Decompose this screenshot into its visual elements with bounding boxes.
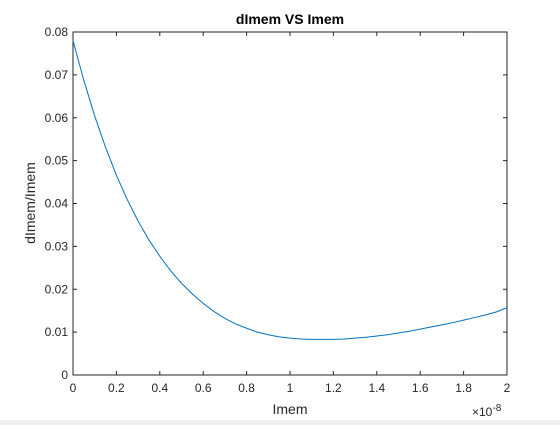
x-tick-label: 0 (70, 381, 77, 395)
x-tick-label: 0.6 (195, 381, 212, 395)
axes-frame (72, 31, 508, 376)
x-tick-label: 0.4 (151, 381, 168, 395)
y-tick-label: 0 (61, 368, 68, 382)
y-tick-label: 0.05 (45, 154, 69, 168)
y-tick-label: 0.01 (45, 325, 69, 339)
y-axis: 0 0.01 0.02 0.03 0.04 0.05 0.06 0.07 0.08 (45, 25, 507, 382)
y-tick-label: 0.03 (45, 239, 69, 253)
x-tick-label: 1 (287, 381, 294, 395)
x-tick-label: 0.2 (108, 381, 125, 395)
series-layer (72, 40, 508, 340)
chart-title: dImem VS Imem (236, 11, 344, 27)
y-tick-label: 0.04 (45, 197, 69, 211)
x-axis-label: Imem (273, 401, 308, 417)
x-tick-label: 1.8 (455, 381, 472, 395)
series-line (72, 40, 508, 340)
x-exponent-label: ×10-8 (472, 403, 502, 419)
x-tick-label: 1.2 (325, 381, 342, 395)
y-axis-label: dImem/Imem (22, 162, 38, 244)
y-tick-label: 0.06 (45, 111, 69, 125)
y-tick-label: 0.08 (45, 25, 69, 39)
y-tick-label: 0.02 (45, 282, 69, 296)
x-tick-label: 0.8 (238, 381, 255, 395)
x-tick-label: 1.4 (368, 381, 385, 395)
y-tick-label: 0.07 (45, 68, 69, 82)
x-axis: 0 0.2 0.4 0.6 0.8 1 1.2 1.4 1.6 1.8 2 (70, 32, 511, 395)
x-tick-label: 1.6 (412, 381, 429, 395)
x-tick-label: 2 (504, 381, 511, 395)
plot-area (72, 31, 508, 376)
